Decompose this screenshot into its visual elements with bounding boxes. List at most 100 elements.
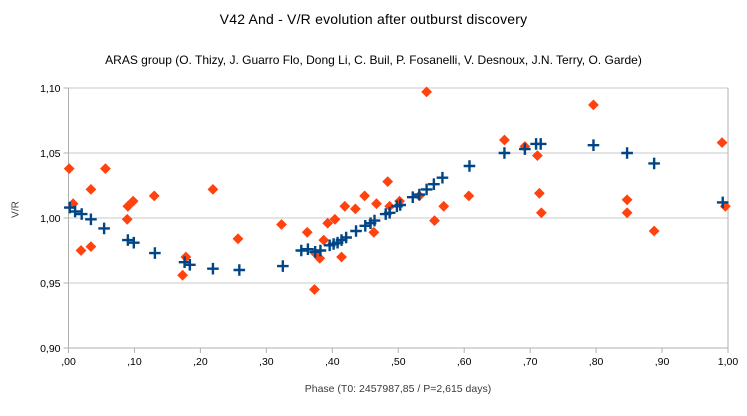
diamond-marker xyxy=(301,226,313,238)
plus-marker xyxy=(519,143,531,155)
plus-marker xyxy=(122,234,134,246)
diamond-marker xyxy=(621,194,633,206)
plus-marker xyxy=(127,236,140,249)
x-tick-label: ,70 xyxy=(523,356,538,368)
x-tick-label: ,80 xyxy=(589,356,604,368)
plus-marker xyxy=(368,214,381,227)
x-tick-label: ,40 xyxy=(325,356,340,368)
diamond-marker xyxy=(122,200,134,212)
plus-marker xyxy=(716,196,729,209)
diamond-marker xyxy=(535,207,547,219)
diamond-marker xyxy=(336,251,347,263)
plus-marker xyxy=(621,147,633,159)
diamond-marker xyxy=(384,200,396,212)
y-tick-label: 0,90 xyxy=(40,343,61,355)
diamond-marker xyxy=(309,284,320,295)
diamond-marker xyxy=(329,213,341,225)
chart-title: V42 And - V/R evolution after outburst d… xyxy=(219,11,528,27)
chart-subtitle: ARAS group (O. Thizy, J. Guarro Flo, Don… xyxy=(105,53,642,67)
x-tick-label: ,00 xyxy=(61,356,76,368)
plus-marker xyxy=(295,244,308,257)
diamond-marker xyxy=(719,200,731,212)
plus-marker xyxy=(406,191,419,203)
diamond-marker xyxy=(177,269,188,281)
plus-marker xyxy=(178,256,191,268)
x-axis-title: Phase (T0: 2457987,85 / P=2,615 days) xyxy=(304,383,492,395)
diamond-marker xyxy=(532,150,543,161)
diamond-marker xyxy=(533,187,545,199)
y-tick-label: 1,05 xyxy=(40,148,61,160)
diamond-marker xyxy=(85,184,97,195)
plus-marker xyxy=(359,220,372,232)
plus-marker xyxy=(69,205,81,218)
diamond-marker xyxy=(318,234,330,246)
plus-marker xyxy=(463,160,476,172)
plus-marker xyxy=(309,246,321,258)
plus-marker xyxy=(534,138,547,150)
diamond-marker xyxy=(322,217,334,229)
plus-marker xyxy=(340,231,352,244)
diamond-marker xyxy=(421,86,433,98)
diamond-marker xyxy=(314,252,326,264)
diamond-marker xyxy=(588,99,599,111)
plus-marker xyxy=(350,225,362,237)
diamond-marker xyxy=(463,190,475,202)
x-tick-label: ,90 xyxy=(655,356,670,368)
diamond-marker xyxy=(63,163,75,174)
y-axis-title: V/R xyxy=(10,201,22,218)
diamond-marker xyxy=(716,137,728,148)
plus-marker xyxy=(587,139,600,151)
diamond-marker xyxy=(207,184,219,195)
diamond-marker xyxy=(85,241,97,252)
y-tick-label: 1,00 xyxy=(40,213,61,225)
plus-marker xyxy=(277,260,289,272)
plus-marker xyxy=(420,183,433,196)
plus-marker xyxy=(314,244,327,257)
plus-marker xyxy=(383,207,396,219)
plus-marker xyxy=(85,213,97,226)
diamond-marker xyxy=(359,190,371,202)
plus-marker xyxy=(98,222,110,235)
diamond-marker xyxy=(648,225,660,237)
diamond-marker xyxy=(232,233,244,245)
y-tick-label: 1,10 xyxy=(40,83,61,95)
plus-marker xyxy=(207,262,219,275)
plus-marker xyxy=(498,147,511,159)
diamond-marker xyxy=(148,190,160,202)
plus-marker xyxy=(413,188,426,201)
diamond-marker xyxy=(371,198,382,210)
plus-marker xyxy=(428,178,440,190)
x-tick-label: ,30 xyxy=(259,356,274,368)
x-tick-label: ,50 xyxy=(391,356,406,368)
x-tick-label: 1,00 xyxy=(718,356,739,368)
diamond-marker xyxy=(121,213,133,225)
diamond-marker xyxy=(180,251,192,263)
plus-marker xyxy=(149,247,161,259)
diamond-marker xyxy=(621,207,633,219)
diamond-marker xyxy=(438,200,450,212)
diamond-marker xyxy=(349,203,361,215)
diamond-marker xyxy=(382,176,394,187)
diamond-marker xyxy=(276,219,287,230)
diamond-marker xyxy=(67,198,79,210)
y-tick-label: 0,95 xyxy=(40,278,61,290)
diamond-marker xyxy=(75,245,87,256)
plus-marker xyxy=(648,157,660,170)
diamond-marker xyxy=(368,226,380,238)
plus-marker xyxy=(184,259,196,271)
plus-marker xyxy=(394,199,407,211)
plus-marker xyxy=(436,171,449,184)
x-tick-label: ,60 xyxy=(457,356,472,368)
plus-marker xyxy=(75,208,88,220)
plus-marker xyxy=(302,243,314,255)
plus-marker xyxy=(233,264,246,276)
x-tick-label: ,20 xyxy=(193,356,208,368)
diamond-marker xyxy=(429,215,440,226)
diamond-marker xyxy=(127,195,139,207)
diamond-marker xyxy=(499,134,510,146)
x-tick-label: ,10 xyxy=(127,356,142,368)
diamond-marker xyxy=(100,163,111,174)
diamond-marker xyxy=(339,200,351,212)
